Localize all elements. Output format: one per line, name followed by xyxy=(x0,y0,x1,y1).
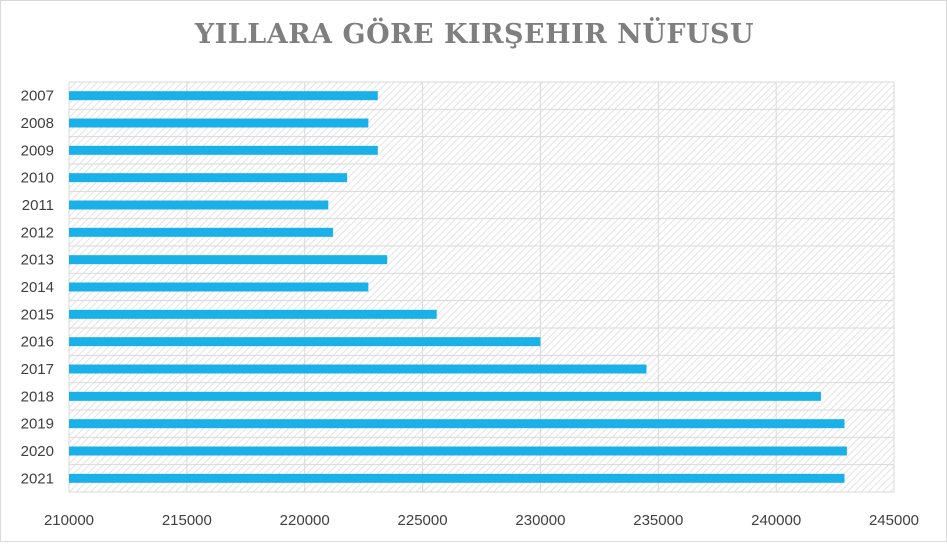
x-tick-label: 215000 xyxy=(162,512,212,529)
y-tick-label: 2009 xyxy=(21,142,54,159)
bar xyxy=(69,255,388,265)
bar xyxy=(69,173,348,183)
bar xyxy=(69,118,369,128)
x-tick-label: 235000 xyxy=(633,512,683,529)
y-tick-label: 2012 xyxy=(21,224,54,241)
y-tick-label: 2019 xyxy=(21,416,54,433)
bar xyxy=(69,227,333,237)
y-tick-label: 2015 xyxy=(21,306,54,323)
bar xyxy=(69,391,821,401)
y-tick-label: 2021 xyxy=(21,470,54,487)
bar xyxy=(69,364,647,374)
y-tick-label: 2007 xyxy=(21,88,54,105)
x-tick-label: 240000 xyxy=(751,512,801,529)
bar xyxy=(69,91,378,101)
y-tick-label: 2018 xyxy=(21,388,54,405)
y-tick-label: 2017 xyxy=(21,361,54,378)
chart-title: YILLARA GÖRE KIRŞEHIR NÜFUSU xyxy=(194,19,755,50)
x-tick-label: 210000 xyxy=(44,512,94,529)
bar xyxy=(69,282,369,292)
y-tick-label: 2008 xyxy=(21,115,54,132)
y-tick-label: 2016 xyxy=(21,334,54,351)
x-tick-label: 225000 xyxy=(398,512,448,529)
x-tick-label: 220000 xyxy=(280,512,330,529)
y-tick-label: 2011 xyxy=(22,197,54,214)
y-tick-label: 2020 xyxy=(21,443,54,460)
y-tick-label: 2014 xyxy=(21,279,54,296)
bar xyxy=(69,473,845,483)
bar xyxy=(69,145,378,155)
x-tick-label: 230000 xyxy=(515,512,565,529)
bar xyxy=(69,337,541,347)
y-tick-label: 2013 xyxy=(21,252,54,269)
bar xyxy=(69,309,437,319)
y-tick-label: 2010 xyxy=(21,170,54,187)
bar xyxy=(69,419,845,429)
bar xyxy=(69,200,329,210)
bar xyxy=(69,446,847,456)
x-tick-label: 245000 xyxy=(869,512,919,529)
